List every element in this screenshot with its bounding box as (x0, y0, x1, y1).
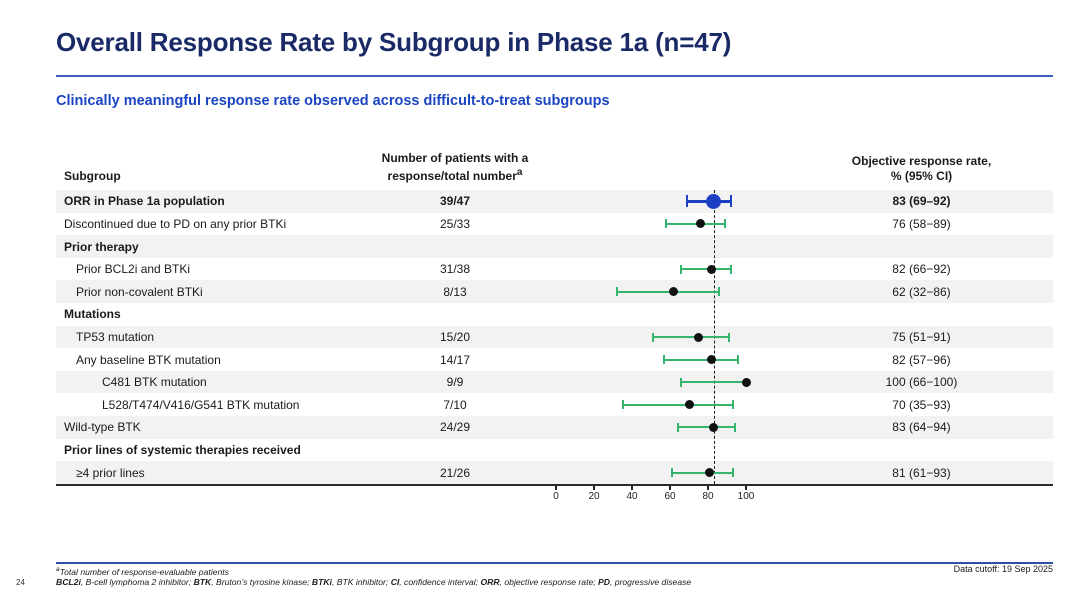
subgroup-label: Discontinued due to PD on any prior BTKi (64, 216, 287, 231)
abbreviation-term: BTK (193, 577, 212, 587)
x-axis: 0 20 40 60 80 100 (540, 484, 790, 510)
axis-tick (593, 486, 595, 490)
column-header-patients: Number of patients with a response/total… (370, 148, 540, 190)
table-header-row: Subgroup Number of patients with a respo… (56, 148, 1053, 190)
orr-ci-value: 81 (61−93) (892, 465, 951, 480)
data-cutoff-label: Data cutoff: 19 Sep 2025 (953, 564, 1053, 574)
patients-value: 15/20 (439, 329, 471, 344)
column-header-orr: Objective response rate, % (95% CI) (790, 148, 1053, 190)
axis-tick-label: 40 (626, 491, 638, 502)
subgroup-label: Prior BCL2i and BTKi (76, 262, 191, 277)
subgroup-label: Wild-type BTK (64, 420, 141, 435)
patients-header-line1: Number of patients with a (381, 150, 529, 165)
patients-value: 7/10 (443, 397, 467, 412)
table-row: ≥4 prior lines 21/26 81 (61−93) (56, 461, 1053, 484)
subgroup-label: Mutations (64, 307, 121, 322)
axis-tick-label: 20 (588, 491, 600, 502)
abbreviation-description: , progressive disease (609, 577, 692, 587)
orr-ci-value: 82 (66−92) (892, 262, 951, 277)
footnote-superscript: a (56, 566, 60, 573)
footnote-abbreviations: BCL2i, B-cell lymphoma 2 inhibitor; BTK,… (56, 577, 691, 587)
table-row: Any baseline BTK mutation 14/17 82 (57−96) (56, 348, 1053, 371)
subgroup-label: L528/T474/V416/G541 BTK mutation (102, 397, 300, 412)
subgroup-label: Prior therapy (64, 239, 139, 254)
subgroup-label: Any baseline BTK mutation (76, 352, 221, 367)
axis-tick-label: 0 (553, 491, 559, 502)
orr-ci-value: 70 (35−93) (892, 397, 951, 412)
axis-tick-label: 60 (664, 491, 676, 502)
page-title: Overall Response Rate by Subgroup in Pha… (56, 27, 732, 57)
page-number: 24 (16, 578, 25, 587)
orr-ci-value: 100 (66−100) (885, 375, 958, 390)
patients-value: 24/29 (439, 420, 471, 435)
table-row: Prior BCL2i and BTKi 31/38 82 (66−92) (56, 258, 1053, 281)
axis-tick (555, 486, 557, 490)
abbreviation-term: BTKi (311, 577, 332, 587)
axis-tick-label: 100 (737, 491, 755, 502)
axis-tick (669, 486, 671, 490)
abbreviation-description: , Bruton’s tyrosine kinase; (211, 577, 312, 587)
footnote-response-evaluable: aTotal number of response-evaluable pati… (56, 566, 229, 577)
orr-ci-value: 82 (57−96) (892, 352, 951, 367)
table-row: Prior therapy (56, 235, 1053, 258)
patients-value: 31/38 (439, 262, 471, 277)
table-row: L528/T474/V416/G541 BTK mutation 7/10 70 (… (56, 393, 1053, 416)
column-header-subgroup: Subgroup (64, 169, 121, 183)
orr-header-line2: % (95% CI) (890, 169, 953, 184)
table-row: TP53 mutation 15/20 75 (51−91) (56, 325, 1053, 349)
table-row: C481 BTK mutation 9/9 100 (66−100) (56, 370, 1053, 394)
patients-value: 25/33 (439, 216, 471, 231)
axis-tick (707, 486, 709, 490)
axis-tick (745, 486, 747, 490)
patients-header-line2: response/total numbera (387, 167, 523, 184)
table-row: ORR in Phase 1a population 39/47 83 (69–92… (56, 190, 1053, 213)
abbreviation-description: , B-cell lymphoma 2 inhibitor; (80, 577, 194, 587)
table-row: Discontinued due to PD on any prior BTKi… (56, 213, 1053, 236)
subgroup-results-table: Subgroup Number of patients with a respo… (56, 148, 1053, 508)
orr-ci-value: 83 (69–92) (892, 194, 951, 209)
subgroup-label: C481 BTK mutation (102, 375, 207, 390)
abbreviation-description: , objective response rate; (499, 577, 599, 587)
orr-ci-value: 75 (51−91) (892, 329, 951, 344)
slide-subtitle: Clinically meaningful response rate obse… (56, 93, 610, 109)
table-row: Prior lines of systemic therapies receiv… (56, 439, 1053, 462)
title-divider (56, 75, 1053, 77)
footer-divider (56, 562, 1053, 564)
abbreviation-term: BCL2i (56, 577, 81, 587)
orr-ci-value: 62 (32−86) (892, 284, 951, 299)
patients-value: 39/47 (439, 194, 471, 209)
patients-value: 8/13 (443, 284, 467, 299)
abbreviation-description: , BTK inhibitor; (331, 577, 391, 587)
subgroup-label: Prior lines of systemic therapies receiv… (64, 443, 301, 457)
subgroup-label: ≥4 prior lines (76, 465, 145, 480)
subgroup-label: TP53 mutation (76, 329, 155, 344)
orr-header-line1: Objective response rate, (851, 153, 992, 168)
axis-tick-label: 80 (702, 491, 714, 502)
table-row: Prior non-covalent BTKi 8/13 62 (32−86) (56, 280, 1053, 304)
orr-ci-value: 83 (64−94) (892, 420, 951, 435)
patients-value: 21/26 (439, 465, 471, 480)
footnote-marker: a (516, 167, 523, 179)
axis-tick (631, 486, 633, 490)
patients-value: 9/9 (446, 375, 464, 390)
table-bottom-border (56, 484, 1053, 486)
subgroup-label: ORR in Phase 1a population (64, 194, 225, 209)
abbreviation-description: , confidence interval; (399, 577, 481, 587)
abbreviation-term: CI (390, 577, 400, 587)
subgroup-label: Prior non-covalent BTKi (76, 284, 203, 299)
abbreviation-term: ORR (480, 577, 500, 587)
column-header-plot-spacer (540, 148, 790, 190)
patients-value: 14/17 (439, 352, 471, 367)
orr-ci-value: 76 (58−89) (892, 216, 951, 231)
table-row: Mutations (56, 303, 1053, 326)
table-body: ORR in Phase 1a population 39/47 83 (69–92… (56, 190, 1053, 484)
abbreviation-term: PD (598, 577, 610, 587)
table-row: Wild-type BTK 24/29 83 (64−94) (56, 416, 1053, 439)
